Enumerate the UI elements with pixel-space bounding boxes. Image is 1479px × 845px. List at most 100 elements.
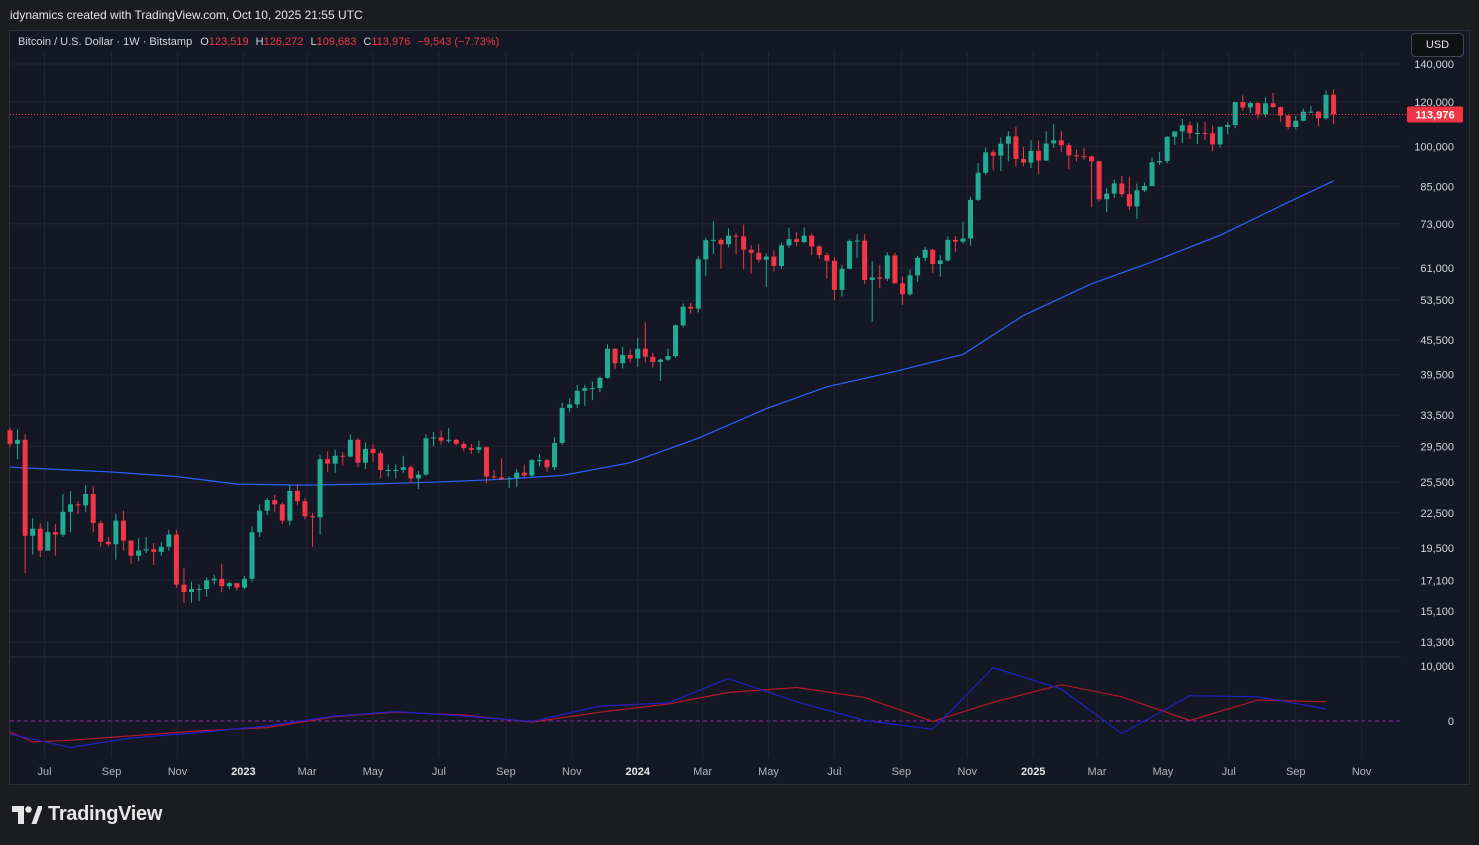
candle-body: [287, 490, 293, 521]
candle-body: [431, 437, 437, 439]
low-label: L: [310, 36, 317, 48]
candle-body: [968, 199, 974, 239]
candle-body: [862, 240, 868, 280]
candle-body: [771, 256, 777, 266]
candle-body: [756, 252, 762, 260]
ma-layer: [9, 180, 1334, 486]
candle-body: [370, 448, 376, 454]
candle-body: [567, 404, 573, 408]
candle-body: [877, 277, 883, 279]
candle-body: [1104, 193, 1110, 200]
candle-body: [718, 239, 724, 245]
close-value: 113,976: [371, 36, 411, 48]
candle-body: [680, 306, 686, 326]
candle-body: [1270, 103, 1276, 108]
candle-body: [1247, 103, 1253, 108]
candle-body: [1111, 183, 1117, 194]
candle-body: [128, 540, 134, 556]
price-tick-label: 85,000: [1420, 182, 1454, 194]
candle-body: [105, 541, 111, 545]
time-tick-label: 2023: [231, 766, 255, 778]
candle-body: [1134, 190, 1140, 207]
candle-body: [468, 448, 474, 450]
price-axis: 140,000 120,000 100,000 85,000 73,000 61,000 5…: [1414, 59, 1454, 649]
candle-body: [143, 549, 149, 551]
candle-body: [438, 437, 444, 441]
price-tick-label: 19,500: [1420, 543, 1454, 555]
time-tick-label: May: [1152, 766, 1173, 778]
candle-body: [90, 494, 96, 523]
price-tick-label: 22,500: [1420, 508, 1454, 520]
candle-body: [1202, 133, 1208, 135]
last-price-marker: 113,976: [10, 106, 1463, 123]
time-tick-label: Nov: [562, 766, 582, 778]
candle-body: [831, 260, 837, 290]
price-tick-label: 15,100: [1420, 606, 1454, 618]
candle-body: [620, 355, 626, 364]
candle-body: [544, 460, 550, 468]
price-tick-label: 140,000: [1414, 59, 1454, 71]
candle-body: [166, 534, 172, 547]
candle-body: [1179, 125, 1185, 132]
candle-body: [476, 447, 482, 450]
snapshot-caption: idynamics created with TradingView.com, …: [10, 8, 363, 22]
candle-body: [952, 239, 958, 242]
candle-body: [1020, 158, 1026, 163]
time-tick-label: Mar: [693, 766, 712, 778]
currency-button[interactable]: USD: [1411, 33, 1464, 57]
candle-body: [249, 532, 255, 579]
candle-body: [1278, 107, 1284, 116]
candle-body: [1255, 103, 1261, 115]
candle-body: [1005, 136, 1011, 144]
candle-body: [211, 578, 217, 581]
candle-body: [1240, 102, 1246, 108]
candle-body: [378, 453, 384, 470]
open-value: 123,519: [208, 36, 249, 48]
candle-body: [922, 249, 928, 258]
candle-body: [514, 472, 520, 479]
candle-body: [1187, 125, 1193, 134]
footer: [0, 786, 1479, 845]
candle-body: [1028, 150, 1034, 163]
candle-body: [763, 256, 769, 260]
candle-body: [657, 359, 663, 362]
high-label: H: [255, 36, 264, 48]
candle-body: [1262, 103, 1268, 115]
candle-body: [854, 240, 860, 242]
tradingview-logo[interactable]: TradingView: [12, 803, 162, 826]
candle-body: [1073, 155, 1079, 157]
chart-frame[interactable]: [9, 30, 1470, 785]
candle-body: [241, 578, 247, 588]
candle-body: [1232, 102, 1238, 126]
close-label: C: [363, 36, 372, 48]
candle-body: [937, 260, 943, 265]
candle-body: [499, 477, 505, 480]
candle-body: [521, 472, 527, 476]
symbol-label[interactable]: Bitcoin / U.S. Dollar · 1W · Bitstamp: [18, 36, 193, 48]
time-tick-label: 2024: [626, 766, 651, 778]
candle-body: [98, 522, 104, 542]
candle-body: [899, 283, 905, 295]
candle-body: [226, 583, 232, 587]
ohlc-legend: Bitcoin / U.S. Dollar · 1W · Bitstamp O1…: [18, 36, 503, 48]
price-tick-label: 100,000: [1414, 142, 1454, 154]
candle-body: [1119, 183, 1125, 195]
candle-body: [1308, 111, 1314, 113]
candle-body: [809, 235, 815, 247]
candle-body: [408, 467, 414, 479]
time-tick-label: Sep: [1286, 766, 1306, 778]
candle-body: [68, 504, 74, 512]
candle-body: [196, 589, 202, 591]
candle-body: [257, 510, 263, 533]
candle-body: [801, 235, 807, 243]
candle-body: [703, 240, 709, 260]
candle-body: [506, 478, 512, 480]
candle-body: [461, 443, 467, 449]
candle-body: [536, 460, 542, 462]
price-tick-label: 39,500: [1420, 370, 1454, 382]
candle-body: [733, 235, 739, 237]
candle-body: [340, 455, 346, 457]
candle-body: [983, 152, 989, 173]
oscillator-signal-line: [9, 684, 1327, 743]
